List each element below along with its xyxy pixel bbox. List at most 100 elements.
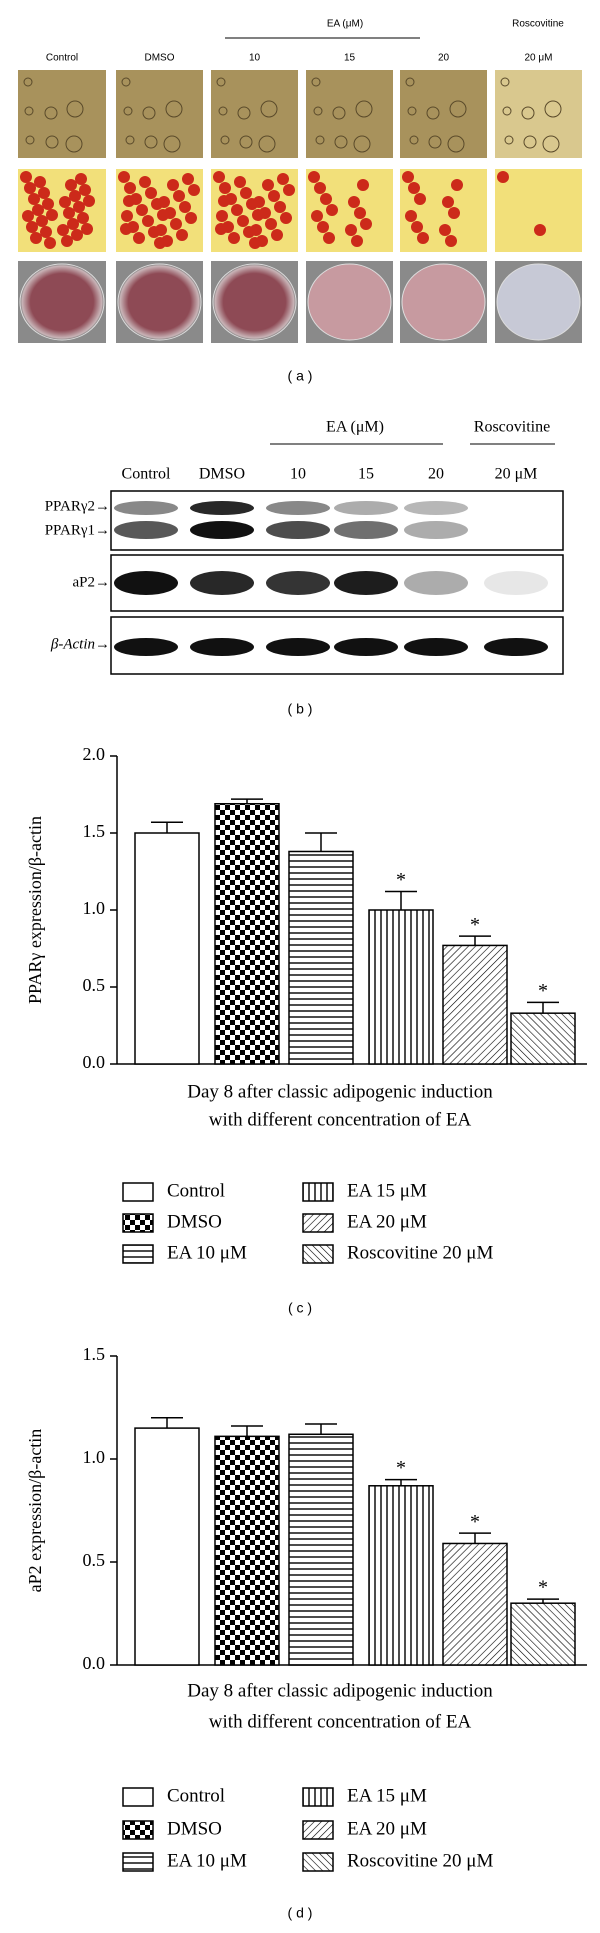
- legend-label: EA 20 μM: [347, 1211, 427, 1232]
- column-label: 20: [428, 466, 444, 483]
- y-tick-label: 1.5: [83, 821, 106, 841]
- column-label: 15: [344, 53, 356, 64]
- photo-detail: [315, 135, 325, 145]
- dish: [307, 263, 392, 341]
- dish: [401, 263, 486, 341]
- photo-detail: [237, 215, 249, 227]
- dish: [117, 263, 202, 341]
- x-axis-title: Day 8 after classic adipogenic induction: [187, 1680, 493, 1701]
- legend-label: Roscovitine 20 μM: [347, 1242, 493, 1263]
- photo-detail: [544, 100, 562, 118]
- photo-detail: [311, 77, 321, 87]
- legend-label: DMSO: [167, 1211, 222, 1232]
- y-tick-label: 2.0: [83, 744, 106, 764]
- photo-detail: [218, 195, 230, 207]
- photo-detail: [243, 226, 255, 238]
- photo-detail: [36, 215, 48, 227]
- panel-a: EA (μM) Roscovitine ( a ): [18, 19, 582, 384]
- photo-detail: [32, 204, 44, 216]
- photo-detail: [142, 106, 156, 120]
- photo-detail: [234, 176, 246, 188]
- error-bar: [151, 1417, 183, 1429]
- band: [404, 571, 468, 595]
- photo-detail: [237, 106, 251, 120]
- legend-label: DMSO: [167, 1818, 222, 1839]
- y-tick-label: 0.5: [83, 975, 106, 995]
- photo-detail: [46, 209, 58, 221]
- bar: [134, 1427, 200, 1666]
- photo-detail: [216, 210, 228, 222]
- panel-b: EA (μM) Roscovitine PPARγ2→ PPARγ1→ aP2→…: [45, 419, 564, 717]
- photo-detail: [262, 179, 274, 191]
- photo-detail: [20, 171, 32, 183]
- column-label: Control: [46, 53, 78, 64]
- band: [404, 521, 468, 539]
- photo-detail: [348, 196, 360, 208]
- band: [114, 638, 178, 656]
- photo-detail: [332, 106, 346, 120]
- roscovitine-label: Roscovitine: [474, 419, 550, 436]
- photo-detail: [521, 106, 535, 120]
- photo-detail: [121, 210, 133, 222]
- band: [334, 501, 398, 515]
- photo-detail: [154, 237, 166, 249]
- photo-detail: [30, 232, 42, 244]
- band: [266, 638, 330, 656]
- legend-swatch: [122, 1787, 154, 1807]
- photo-detail: [157, 209, 169, 221]
- column-label: 10: [249, 53, 261, 64]
- photo-detail: [218, 106, 228, 116]
- bar: [442, 944, 508, 1065]
- legend-swatch: [122, 1852, 154, 1872]
- photo-detail: [219, 182, 231, 194]
- photo-detail: [320, 193, 332, 205]
- photo-detail: [268, 190, 280, 202]
- photo-detail: [274, 201, 286, 213]
- photo-detail: [65, 135, 83, 153]
- photo-detail: [240, 187, 252, 199]
- photo-detail: [45, 135, 59, 149]
- photo-detail: [534, 224, 546, 236]
- photo-detail: [167, 179, 179, 191]
- photo-detail: [414, 193, 426, 205]
- photo-detail: [411, 221, 423, 233]
- photo-detail: [504, 135, 514, 145]
- photo-detail: [314, 182, 326, 194]
- bar: [214, 1435, 280, 1666]
- photo-detail: [357, 179, 369, 191]
- photo-detail: [442, 196, 454, 208]
- y-tick-label: 1.0: [83, 1447, 106, 1467]
- photo-detail: [428, 135, 442, 149]
- photo-detail: [405, 77, 415, 87]
- photo-detail: [231, 204, 243, 216]
- caption: ( c ): [288, 1300, 312, 1316]
- significance-mark: *: [538, 980, 548, 1002]
- photo-detail: [57, 224, 69, 236]
- blot-bands: [114, 501, 548, 656]
- band: [266, 521, 330, 539]
- photo-detail: [81, 223, 93, 235]
- dish: [19, 263, 105, 341]
- photo-detail: [500, 77, 510, 87]
- photo-detail: [151, 198, 163, 210]
- photo-detail: [22, 210, 34, 222]
- bar: [288, 850, 354, 1065]
- column-label: DMSO: [145, 53, 175, 64]
- photo-detail: [317, 221, 329, 233]
- blot-box: [110, 490, 564, 551]
- band: [114, 521, 178, 539]
- legend-swatch: [122, 1182, 154, 1202]
- photo-detail: [260, 100, 278, 118]
- photo-detail: [40, 226, 52, 238]
- y-axis-title: aP2 expression/β-actin: [25, 1429, 45, 1593]
- photo-detail: [326, 204, 338, 216]
- significance-mark: *: [538, 1577, 548, 1599]
- photo-detail: [271, 229, 283, 241]
- photo-detail: [165, 100, 183, 118]
- band: [190, 521, 254, 539]
- caption: ( b ): [288, 701, 313, 717]
- column-label: Control: [122, 466, 171, 483]
- legend-swatch: [302, 1244, 334, 1264]
